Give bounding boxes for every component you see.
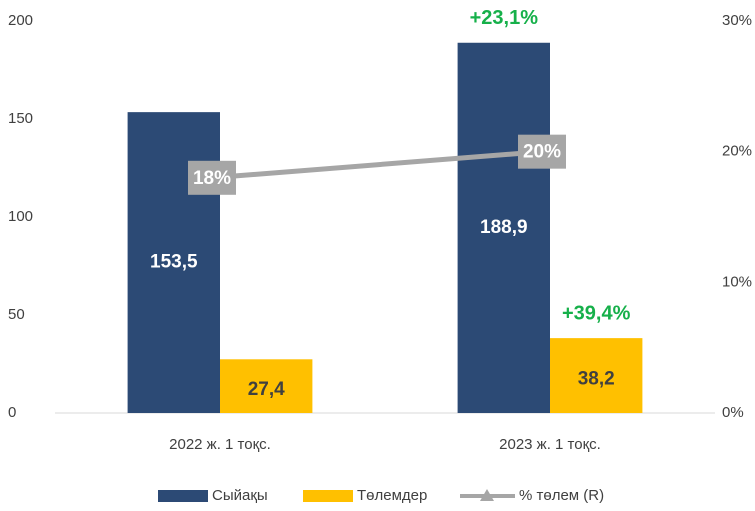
line xyxy=(211,149,543,181)
x-tick-label: 2022 ж. 1 тоқс. xyxy=(169,436,271,453)
y2-tick-label: 10% xyxy=(722,273,752,290)
y2-tick-label: 20% xyxy=(722,143,752,160)
legend-label: Төлемдер xyxy=(357,487,427,504)
legend-swatch xyxy=(158,490,208,502)
annotation: +23,1% xyxy=(470,7,539,29)
value-label: 188,9 xyxy=(480,217,528,238)
y-tick-label: 100 xyxy=(8,208,33,225)
value-label: 27,4 xyxy=(248,379,285,400)
y-tick-label: 200 xyxy=(8,12,33,29)
value-label: 20% xyxy=(523,142,561,163)
annotation: +39,4% xyxy=(562,302,631,324)
y2-tick-label: 0% xyxy=(722,404,744,421)
y2-tick-label: 30% xyxy=(722,12,752,29)
legend-label: % төлем (R) xyxy=(519,487,604,504)
y-tick-label: 150 xyxy=(8,110,33,127)
value-label: 18% xyxy=(193,168,231,189)
value-label: 153,5 xyxy=(150,252,198,273)
x-tick-label: 2023 ж. 1 тоқс. xyxy=(499,436,601,453)
legend-marker xyxy=(480,489,494,501)
y-tick-label: 50 xyxy=(8,306,25,323)
label-box xyxy=(188,160,236,195)
value-label: 38,2 xyxy=(578,369,615,390)
label-box xyxy=(518,134,566,169)
legend-swatch xyxy=(303,490,353,502)
bar xyxy=(220,359,313,413)
y-tick-label: 0 xyxy=(8,404,16,421)
bar xyxy=(457,42,550,413)
bar xyxy=(550,338,643,413)
legend-label: Сыйақы xyxy=(212,487,268,504)
